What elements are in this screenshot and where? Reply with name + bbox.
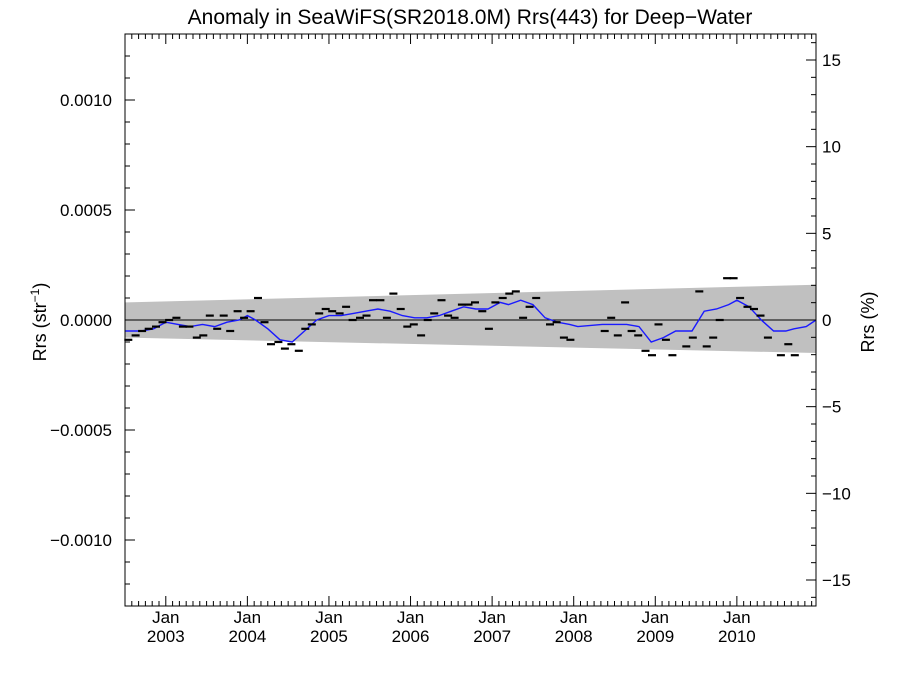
x-tick-label-month-4: Jan [478,608,505,627]
left-axis-label: Rrs (str−1) [28,283,50,362]
y-tick-label-left-4: −0.0010 [50,531,112,550]
y-tick-label-right-0: 15 [822,51,841,70]
chart-title: Anomaly in SeaWiFS(SR2018.0M) Rrs(443) f… [188,6,753,29]
uncertainty-band [125,284,816,353]
x-tick-label-year-3: 2006 [392,627,430,646]
x-tick-label-year-6: 2009 [636,627,674,646]
left-axis-label-close: ) [30,283,50,289]
anomaly-markers-layer [124,277,799,357]
y-tick-label-left-0: 0.0010 [60,91,112,110]
x-tick-label-month-1: Jan [234,608,261,627]
y-tick-label-left-1: 0.0005 [60,201,112,220]
x-tick-label-year-0: 2003 [147,627,185,646]
x-tick-label-year-2: 2005 [310,627,348,646]
x-tick-label-year-4: 2007 [473,627,511,646]
y-tick-label-right-6: −15 [822,571,851,590]
left-axis-label-text: Rrs (str−1) [28,283,50,362]
x-tick-label-year-5: 2008 [555,627,593,646]
y-tick-label-right-4: −5 [822,398,841,417]
y-tick-label-right-5: −10 [822,484,851,503]
x-tick-label-month-0: Jan [152,608,179,627]
x-tick-label-year-1: 2004 [228,627,266,646]
x-tick-label-month-5: Jan [560,608,587,627]
y-tick-label-right-2: 5 [822,224,831,243]
y-tick-label-right-3: 0 [822,311,831,330]
left-axis-label-base: Rrs (str [30,302,50,361]
x-tick-label-year-7: 2010 [718,627,756,646]
left-axis-label-sup: −1 [28,288,42,302]
x-tick-label-month-7: Jan [723,608,750,627]
x-tick-label-month-6: Jan [642,608,669,627]
x-tick-label-month-2: Jan [315,608,342,627]
axes-layer: Jan2003Jan2004Jan2005Jan2006Jan2007Jan20… [50,33,851,646]
uncertainty-band-layer [125,284,816,353]
y-tick-label-left-2: 0.0000 [60,311,112,330]
y-tick-label-left-3: −0.0005 [50,421,112,440]
right-axis-label: Rrs (%) [858,292,878,353]
x-tick-label-month-3: Jan [397,608,424,627]
y-tick-label-right-1: 10 [822,138,841,157]
